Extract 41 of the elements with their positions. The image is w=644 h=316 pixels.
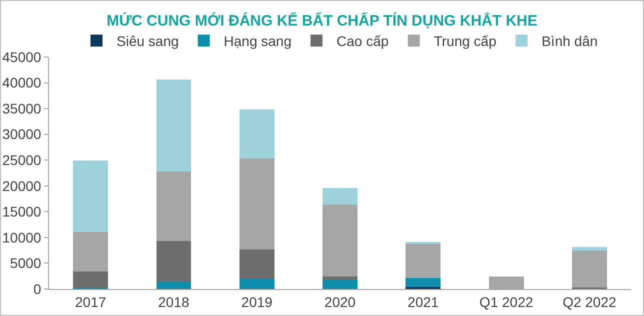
bar (322, 280, 358, 289)
y-tick-label: 0 (33, 280, 42, 297)
y-tick-label: 5000 (10, 255, 42, 272)
bar (73, 271, 108, 288)
legend-label: Bình dân (542, 33, 598, 50)
bar (239, 158, 274, 250)
x-tick-label: 2021 (408, 294, 439, 310)
bar (73, 160, 108, 232)
bar (156, 171, 192, 242)
bar (156, 241, 192, 282)
legend-label: Siêu sang (116, 33, 179, 50)
y-tick-label: 15000 (2, 204, 42, 220)
y-tick-label: 40000 (2, 74, 42, 91)
bar (239, 249, 274, 279)
bar (156, 282, 192, 289)
x-tick-label: 2019 (241, 294, 273, 310)
y-tick-label: 20000 (2, 178, 42, 194)
x-tick-label: 2020 (324, 294, 356, 310)
x-tick-label: 2018 (158, 294, 190, 310)
legend-label: Cao cấp (336, 33, 389, 50)
y-tick-label: 35000 (2, 100, 42, 116)
bar (239, 278, 274, 289)
legend-label: Hạng sang (224, 33, 292, 50)
bar (322, 276, 358, 280)
y-tick-label: 10000 (2, 229, 42, 246)
y-tick-label: 25000 (2, 152, 42, 168)
bar (239, 110, 274, 159)
bar (156, 80, 192, 172)
chart-title: MỨC CUNG MỚI ĐÁNG KỂ BẤT CHẤP TÍN DỤNG KHẮT KHE (106, 12, 538, 30)
y-tick-label: 30000 (2, 126, 42, 142)
bar (322, 204, 358, 277)
bar (322, 188, 358, 204)
bar (73, 232, 108, 272)
bar (406, 243, 441, 278)
x-tick-label: Q1 2022 (479, 294, 534, 310)
x-tick-label: 2017 (74, 294, 106, 310)
bar (572, 247, 607, 250)
x-tick-label: Q2 2022 (562, 294, 616, 310)
legend-label: Trung cấp (434, 33, 497, 50)
bar (406, 278, 441, 287)
y-tick-label: 45000 (2, 48, 42, 65)
